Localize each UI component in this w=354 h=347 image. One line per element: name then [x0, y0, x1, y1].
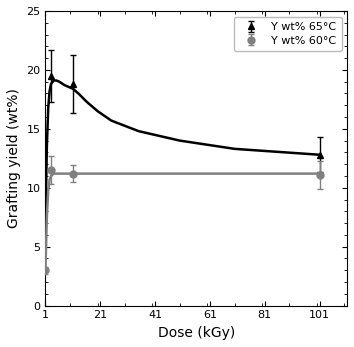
Y-axis label: Grafting yield (wt%): Grafting yield (wt%) — [7, 88, 21, 228]
X-axis label: Dose (kGy): Dose (kGy) — [158, 326, 235, 340]
Legend: Y wt% 65°C, Y wt% 60°C: Y wt% 65°C, Y wt% 60°C — [234, 17, 342, 51]
